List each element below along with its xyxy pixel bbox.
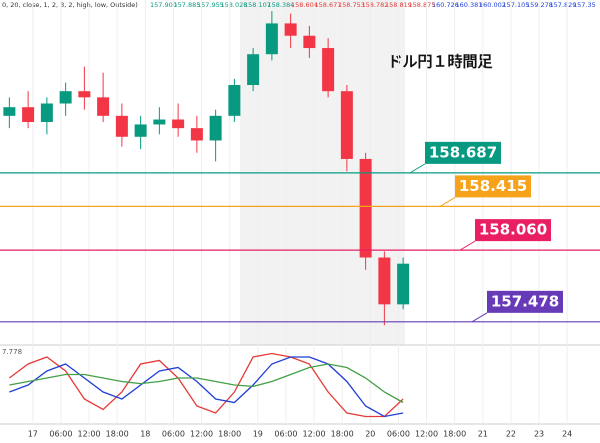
- level-connector: [439, 196, 456, 207]
- candle-body: [190, 128, 203, 141]
- candle-body: [340, 91, 353, 159]
- x-tick-label: 18: [140, 430, 150, 439]
- candle-body: [97, 97, 110, 116]
- x-tick-label: 24: [562, 430, 572, 439]
- x-tick-label: 12:00: [78, 430, 101, 439]
- x-tick-label: 12:00: [415, 430, 438, 439]
- x-tick-label: 21: [478, 430, 488, 439]
- candle-body: [22, 107, 35, 122]
- candle-body: [228, 85, 241, 116]
- header-value: 157.829: [550, 1, 577, 9]
- candle-body: [153, 119, 166, 125]
- candle-body: [115, 115, 128, 137]
- candle-body: [378, 257, 391, 305]
- level-box: [475, 219, 551, 242]
- candle-body: [322, 48, 335, 92]
- chart-title: ドル円１時間足: [387, 53, 493, 71]
- header-value: 160.726: [432, 1, 459, 9]
- header-value: 157.885: [174, 1, 201, 9]
- x-tick-label: 20: [365, 430, 375, 439]
- header-value: 158.384: [268, 1, 295, 9]
- level-box: [455, 175, 531, 198]
- candle-body: [209, 115, 222, 141]
- header-value: 157.35: [573, 1, 596, 9]
- candle-body: [247, 54, 260, 86]
- x-tick-label: 06:00: [387, 430, 410, 439]
- x-tick-label: 19: [253, 430, 263, 439]
- header-value: 157.900: [150, 1, 177, 9]
- header-value: 160.381: [456, 1, 483, 9]
- header-prefix: 0, 20, close, 1, 2, 3, 2, high, low, Out…: [2, 1, 138, 9]
- candle-body: [359, 158, 372, 258]
- candle-body: [397, 263, 410, 305]
- header-value: 158.875: [409, 1, 436, 9]
- oscillator-line: [8, 352, 404, 418]
- level-connector: [471, 312, 488, 323]
- x-tick-label: 18:00: [443, 430, 466, 439]
- x-tick-label: 18:00: [331, 430, 354, 439]
- header-value: 158.782: [362, 1, 389, 9]
- header-value: 158.604: [291, 1, 318, 9]
- x-tick-label: 06:00: [162, 430, 185, 439]
- candle-body: [3, 107, 16, 116]
- candle-body: [40, 103, 53, 122]
- header-value: 158.677: [315, 1, 342, 9]
- x-tick-label: 17: [28, 430, 38, 439]
- candle-body: [78, 91, 91, 98]
- header-value: 160.002: [479, 1, 506, 9]
- header-value: 157.955: [197, 1, 224, 9]
- level-label: 158.060: [479, 221, 547, 239]
- level-label: 157.478: [491, 292, 559, 310]
- level-label: 158.415: [459, 177, 527, 195]
- candle-body: [265, 23, 278, 55]
- level-box: [487, 290, 563, 313]
- level-connector: [459, 240, 476, 251]
- readout: 7.778: [2, 348, 22, 356]
- x-tick-label: 06:00: [274, 430, 297, 439]
- x-tick-label: 22: [506, 430, 516, 439]
- candle-body: [303, 35, 316, 49]
- header-value: 158.028: [221, 1, 248, 9]
- candle-body: [134, 124, 147, 137]
- level-connector: [409, 163, 426, 174]
- header-value: 157.105: [503, 1, 530, 9]
- candle-body: [172, 119, 185, 129]
- header-value: 158.753: [338, 1, 365, 9]
- x-tick-label: 23: [534, 430, 544, 439]
- oscillator-line: [9, 363, 404, 404]
- x-tick-label: 18:00: [106, 430, 129, 439]
- candle-body: [59, 91, 72, 104]
- x-tick-label: 18:00: [218, 430, 241, 439]
- x-tick-label: 12:00: [190, 430, 213, 439]
- x-tick-label: 06:00: [49, 430, 72, 439]
- oscillator-line: [9, 356, 404, 418]
- level-box: [425, 141, 501, 164]
- candle-body: [284, 23, 297, 36]
- x-tick-label: 12:00: [303, 430, 326, 439]
- level-label: 158.687: [429, 143, 497, 161]
